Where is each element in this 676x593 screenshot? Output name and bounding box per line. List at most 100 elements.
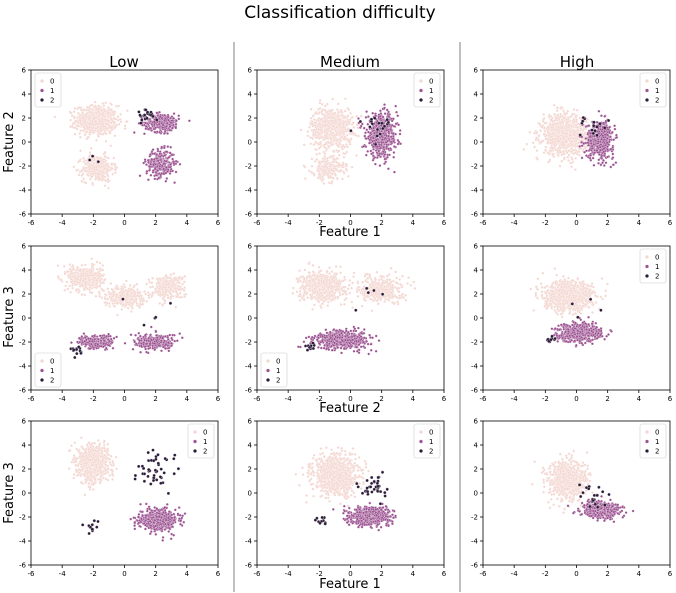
data-point-class-1 (149, 162, 153, 166)
data-point-class-0 (339, 168, 343, 172)
data-point-class-0 (560, 120, 564, 124)
data-point-class-0 (70, 114, 74, 118)
x-tick-label: -2 (90, 219, 97, 227)
data-point-class-0 (334, 167, 337, 171)
data-point-class-0 (355, 154, 358, 157)
data-point-class-0 (343, 135, 347, 139)
data-point-class-0 (560, 106, 564, 110)
data-point-class-1 (148, 165, 152, 168)
data-point-class-0 (113, 120, 116, 124)
data-point-class-0 (78, 118, 82, 122)
data-point-class-0 (337, 114, 341, 118)
data-point-class-1 (614, 161, 618, 164)
data-point-class-0 (82, 177, 86, 181)
data-point-class-1 (615, 133, 618, 137)
data-point-class-0 (93, 129, 96, 133)
data-point-class-1 (380, 138, 384, 142)
data-point-class-0 (320, 175, 324, 179)
data-point-class-1 (593, 134, 596, 138)
data-point-class-0 (104, 139, 108, 143)
data-point-class-0 (85, 130, 88, 134)
data-point-class-2 (595, 125, 599, 129)
legend-box (413, 72, 441, 108)
data-point-class-0 (95, 172, 99, 176)
data-point-class-1 (612, 138, 616, 142)
data-point-class-0 (99, 165, 103, 169)
data-point-class-0 (310, 164, 314, 168)
data-point-class-0 (328, 119, 332, 123)
data-point-class-0 (574, 114, 578, 118)
data-point-class-0 (536, 138, 540, 141)
data-point-class-0 (320, 179, 324, 183)
data-point-class-1 (587, 124, 591, 127)
data-point-class-0 (581, 129, 584, 133)
data-point-class-0 (528, 130, 532, 134)
data-point-class-1 (154, 171, 158, 174)
y-tick-label: 0 (474, 139, 478, 147)
data-point-class-0 (327, 181, 331, 185)
data-point-class-0 (318, 107, 322, 110)
data-point-class-1 (598, 145, 602, 149)
data-point-class-0 (117, 122, 121, 126)
data-point-class-1 (613, 124, 616, 128)
data-point-class-0 (316, 176, 320, 180)
data-point-class-1 (132, 131, 136, 134)
data-point-class-1 (166, 115, 170, 119)
data-point-class-0 (333, 111, 337, 115)
data-point-class-0 (87, 155, 91, 159)
x-tick-label: 0 (348, 219, 352, 227)
data-point-class-1 (169, 116, 172, 120)
data-point-class-0 (97, 135, 101, 138)
data-point-class-0 (311, 133, 315, 137)
data-point-class-0 (560, 141, 564, 144)
data-point-class-0 (323, 152, 327, 156)
data-point-class-0 (324, 149, 328, 152)
data-point-class-0 (89, 128, 93, 132)
data-point-class-0 (332, 150, 336, 154)
data-point-class-1 (143, 160, 147, 163)
data-point-class-1 (597, 109, 601, 113)
data-point-class-0 (319, 117, 323, 121)
data-point-class-0 (100, 277, 103, 281)
legend: 012 (639, 72, 667, 108)
y-tick-label: -6 (245, 211, 253, 219)
data-point-class-0 (330, 168, 333, 172)
data-point-class-1 (379, 112, 383, 115)
data-point-class-0 (99, 132, 103, 136)
data-point-class-1 (578, 145, 582, 148)
data-point-class-1 (391, 137, 395, 141)
data-point-class-1 (370, 152, 373, 156)
data-point-class-0 (96, 175, 99, 178)
data-point-class-1 (603, 115, 607, 118)
data-point-class-0 (583, 131, 587, 135)
data-point-class-1 (177, 114, 181, 118)
data-point-class-1 (165, 121, 169, 125)
data-point-class-0 (299, 128, 303, 132)
data-point-class-0 (535, 149, 539, 152)
data-point-class-0 (89, 177, 92, 181)
data-point-class-0 (77, 173, 81, 177)
legend-marker-class-2 (645, 98, 649, 102)
data-point-class-0 (318, 142, 321, 146)
data-point-class-1 (162, 167, 166, 171)
data-point-class-0 (334, 133, 338, 137)
data-point-class-1 (363, 134, 367, 138)
data-point-class-0 (88, 116, 92, 120)
data-point-class-0 (86, 170, 90, 173)
data-point-class-1 (580, 144, 584, 148)
data-point-class-1 (599, 163, 603, 167)
data-point-class-0 (322, 182, 326, 185)
data-point-class-0 (572, 129, 576, 133)
data-point-class-0 (544, 148, 547, 152)
data-point-class-1 (164, 171, 168, 175)
data-point-class-0 (540, 125, 544, 129)
data-point-class-1 (398, 129, 402, 132)
data-point-class-0 (315, 148, 318, 152)
data-point-class-1 (396, 114, 400, 118)
data-point-class-0 (325, 157, 329, 160)
data-point-class-1 (373, 156, 377, 159)
data-point-class-0 (107, 106, 110, 109)
data-point-class-0 (331, 142, 335, 146)
data-point-class-1 (609, 165, 613, 169)
